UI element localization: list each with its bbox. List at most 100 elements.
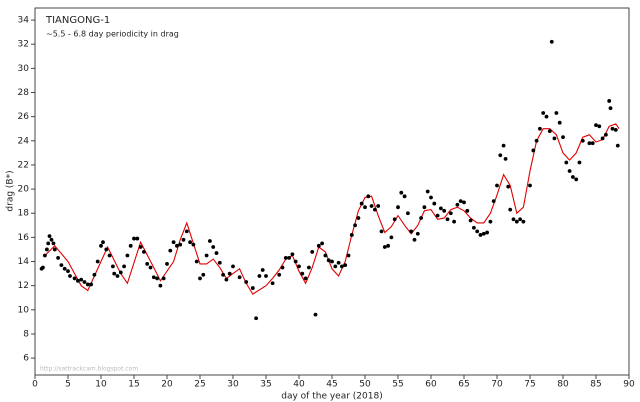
data-point — [432, 201, 437, 206]
data-point — [379, 229, 384, 234]
data-point — [425, 189, 430, 194]
data-point — [521, 219, 526, 224]
data-point — [135, 236, 140, 241]
data-point — [118, 270, 123, 275]
data-point — [151, 275, 156, 280]
data-point — [465, 208, 470, 213]
data-point — [217, 260, 222, 265]
data-point — [155, 276, 160, 281]
data-point — [571, 175, 575, 179]
data-point — [320, 241, 324, 246]
data-point — [541, 111, 546, 115]
data-point — [528, 183, 532, 188]
data-point — [340, 264, 344, 269]
data-point — [43, 253, 47, 258]
data-point — [161, 276, 166, 281]
data-point — [534, 138, 539, 143]
y-tick-label: 28 — [18, 88, 30, 98]
data-point — [506, 184, 511, 189]
data-point — [366, 194, 371, 199]
x-tick-label: 50 — [359, 380, 371, 390]
x-tick-label: 75 — [524, 380, 535, 390]
data-point — [221, 272, 226, 277]
data-point — [369, 204, 374, 208]
data-point — [85, 282, 90, 287]
x-tick-label: 65 — [458, 380, 469, 390]
data-point — [323, 253, 328, 258]
data-point — [604, 132, 608, 137]
data-point — [68, 274, 72, 278]
data-point — [356, 216, 361, 220]
x-tick-label: 40 — [293, 380, 305, 390]
data-point — [402, 194, 407, 199]
x-tick-label: 10 — [95, 380, 107, 390]
data-point — [107, 253, 112, 258]
data-point — [142, 249, 146, 254]
x-tick-label: 35 — [260, 380, 271, 390]
data-point — [373, 207, 377, 212]
y-tick-label: 26 — [18, 112, 30, 122]
data-point — [336, 260, 341, 265]
data-point — [333, 264, 338, 269]
data-point — [125, 253, 130, 258]
data-point — [201, 272, 206, 277]
data-point — [419, 216, 423, 220]
data-point — [244, 280, 249, 284]
data-point — [544, 114, 549, 119]
data-point — [597, 124, 602, 129]
data-point — [488, 219, 493, 224]
x-tick-label: 25 — [194, 380, 205, 390]
data-point — [564, 160, 569, 165]
data-point — [227, 271, 232, 276]
data-point — [442, 208, 447, 213]
y-tick-label: 34 — [18, 16, 30, 26]
y-tick-label: 30 — [18, 64, 30, 74]
data-point — [204, 253, 209, 258]
data-point — [349, 233, 354, 237]
data-point — [115, 274, 120, 278]
data-point — [386, 243, 390, 248]
data-point — [66, 269, 70, 274]
data-point — [549, 39, 554, 44]
data-point — [181, 237, 186, 242]
data-point — [392, 217, 397, 222]
data-point — [511, 217, 516, 222]
data-point — [56, 255, 60, 260]
x-tick-label: 80 — [557, 380, 569, 390]
x-tick-label: 55 — [392, 380, 403, 390]
data-point — [194, 259, 199, 264]
data-point — [567, 169, 572, 173]
x-tick-label: 85 — [590, 380, 601, 390]
data-point — [610, 126, 615, 131]
data-point — [608, 106, 613, 111]
data-point — [615, 143, 620, 148]
data-point — [250, 286, 255, 290]
data-point — [607, 99, 612, 103]
data-point — [300, 271, 305, 276]
data-point — [231, 264, 235, 269]
y-tick-label: 12 — [18, 281, 29, 291]
data-point — [590, 141, 595, 146]
data-point — [452, 219, 456, 224]
data-point — [409, 229, 414, 234]
data-point — [72, 276, 77, 281]
data-point — [145, 262, 150, 266]
data-point — [481, 231, 486, 236]
data-point — [445, 217, 450, 222]
data-point — [211, 245, 216, 249]
data-point — [594, 123, 598, 128]
data-point — [468, 218, 473, 223]
data-point — [406, 211, 410, 216]
x-tick-label: 90 — [623, 380, 635, 390]
data-point — [82, 280, 87, 284]
data-point — [472, 225, 476, 230]
y-tick-label: 10 — [18, 305, 30, 315]
data-point — [580, 138, 585, 143]
data-point — [458, 199, 463, 204]
data-point — [198, 276, 202, 281]
y-tick-label: 32 — [18, 40, 29, 50]
x-tick-label: 20 — [161, 380, 173, 390]
data-point — [41, 265, 45, 270]
data-point — [101, 240, 105, 245]
